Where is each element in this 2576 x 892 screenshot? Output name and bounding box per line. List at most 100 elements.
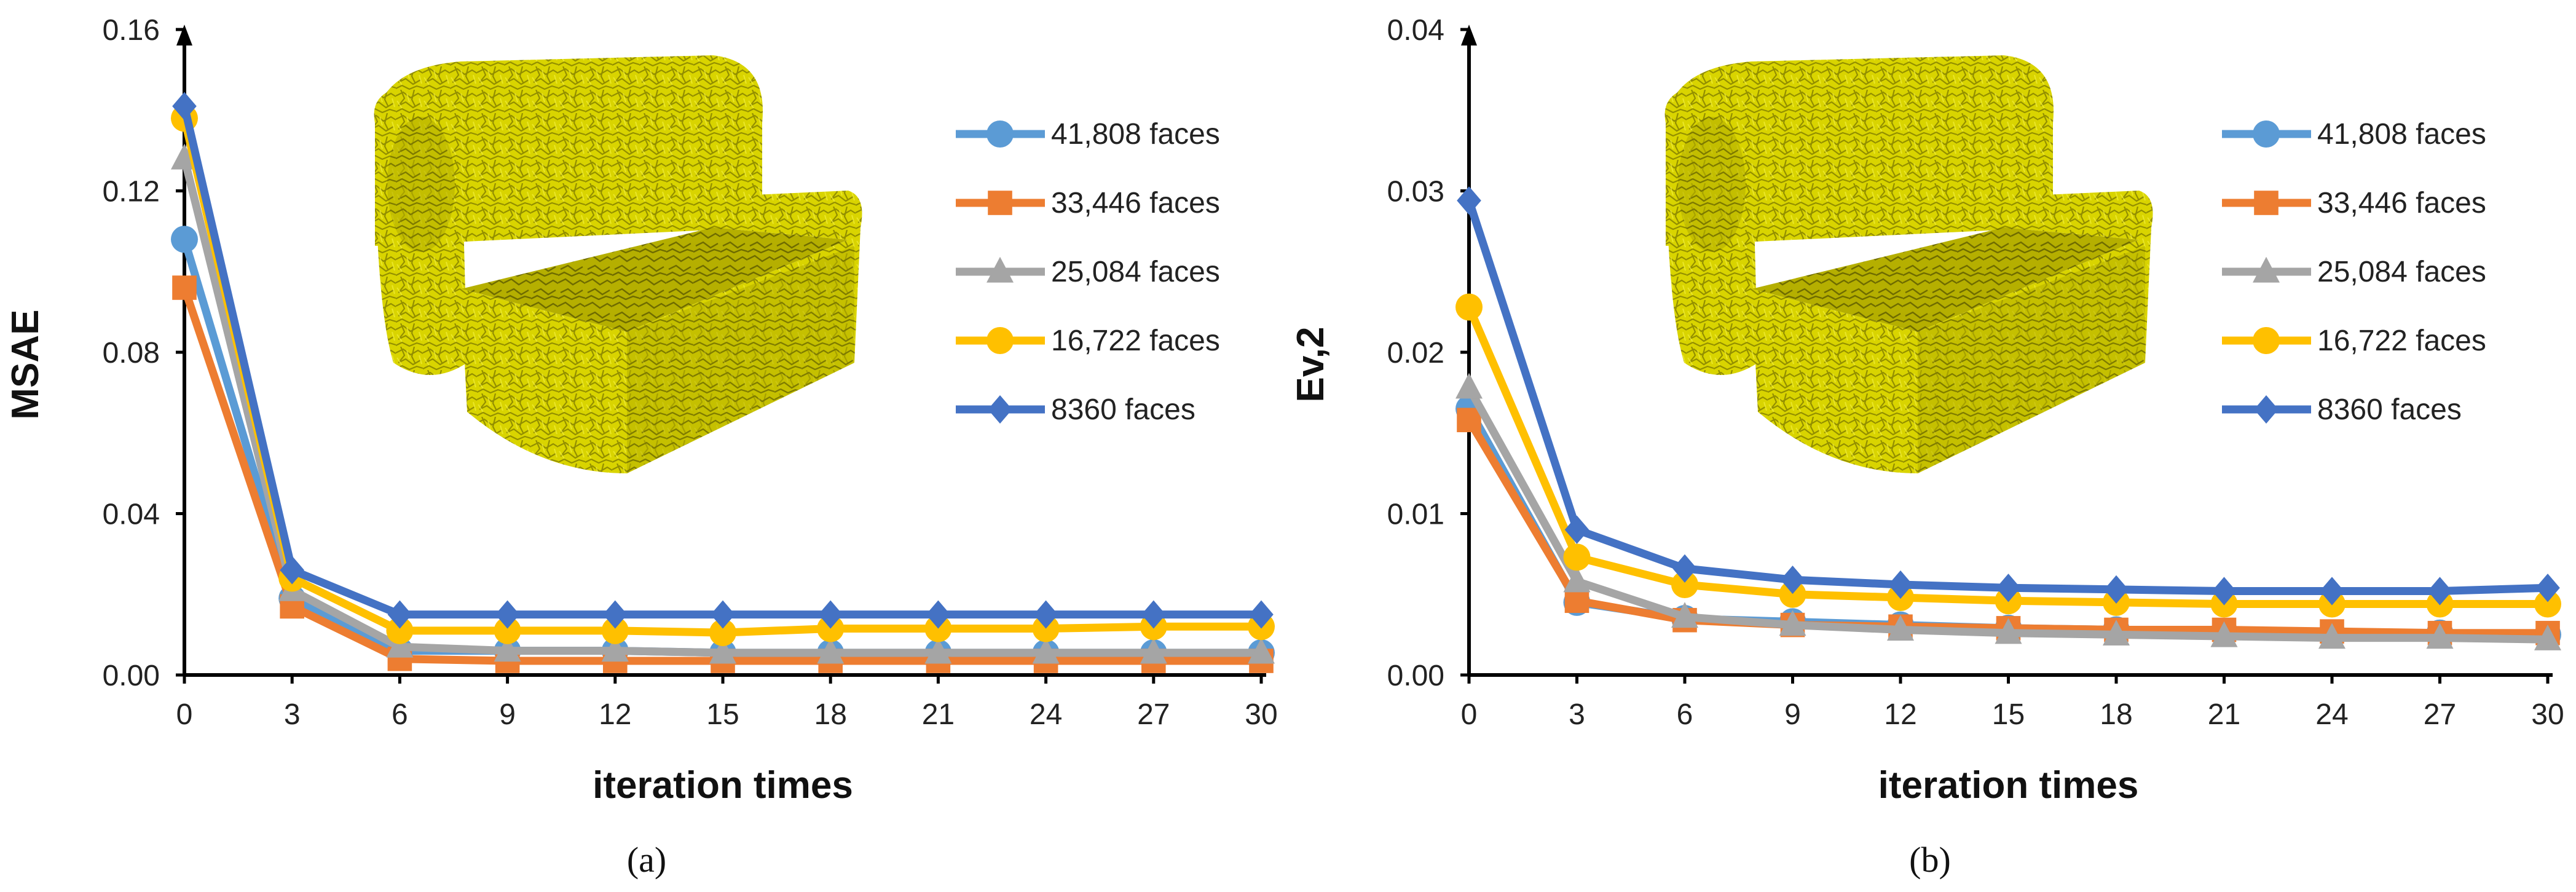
data-point	[1671, 602, 1698, 628]
data-point	[1888, 570, 1913, 599]
legend-marker	[987, 120, 1014, 148]
data-point	[924, 637, 952, 664]
x-tick-label: 21	[922, 698, 955, 731]
data-point	[172, 92, 197, 120]
legend-label: 25,084 faces	[2317, 256, 2486, 288]
x-tick-label: 9	[1784, 698, 1801, 731]
series-4	[1457, 186, 2560, 606]
legend-marker	[2253, 327, 2280, 354]
data-point	[2103, 620, 2130, 645]
data-point	[495, 600, 520, 629]
data-point	[2427, 577, 2452, 606]
data-point	[1563, 543, 1591, 571]
y-tick-label: 0.16	[103, 14, 160, 47]
x-tick-label: 27	[1137, 698, 1170, 731]
legend-label: 33,446 faces	[2317, 187, 2486, 219]
data-point	[171, 226, 198, 253]
x-tick-label: 12	[599, 698, 631, 731]
y-tick-label: 0.08	[103, 337, 160, 369]
y-tick-label: 0.04	[1387, 14, 1444, 47]
data-point	[2212, 577, 2237, 606]
legend-label: 8360 faces	[1051, 393, 1195, 426]
x-tick-label: 6	[1677, 698, 1693, 731]
x-tick-label: 9	[499, 698, 516, 731]
data-point	[1457, 186, 1481, 215]
data-point	[1779, 580, 1806, 608]
data-point	[709, 637, 736, 664]
data-point	[2534, 625, 2561, 650]
x-tick-label: 24	[1030, 698, 1062, 731]
x-tick-label: 6	[392, 698, 408, 731]
y-axis-arrow	[1461, 25, 1477, 45]
x-tick-label: 0	[1461, 698, 1478, 731]
legend: 41,808 faces 33,446 faces 25,084 faces 16,7…	[2222, 118, 2486, 426]
data-point	[603, 600, 628, 629]
x-tick-label: 15	[1992, 698, 2025, 731]
x-tick-label: 30	[2531, 698, 2564, 731]
data-point	[1995, 618, 2022, 644]
legend-marker	[988, 191, 1012, 215]
chart-panel-b: 0.00 0.01 0.02 0.03 0.04 0 3 6 9 12 15 18 21 24 27 30 it…	[1290, 14, 2564, 880]
y-tick-label: 0.03	[1387, 176, 1444, 208]
data-point	[494, 636, 521, 662]
chart-panel-a: 0.00 0.04 0.08 0.12 0.16 0 3 6 9 12 15 18 21 24 27 30 it…	[4, 14, 1278, 880]
data-point	[926, 600, 951, 629]
data-point	[2318, 623, 2346, 649]
data-point	[1996, 574, 2021, 602]
data-point	[2534, 590, 2561, 618]
data-point	[2320, 577, 2344, 606]
data-point	[711, 600, 735, 629]
data-point	[1887, 615, 1914, 641]
legend-marker	[2254, 191, 2279, 215]
data-point	[1564, 588, 1589, 614]
data-point	[1457, 408, 1481, 433]
data-point	[601, 617, 629, 644]
legend-label: 8360 faces	[2317, 393, 2462, 426]
x-tick-label: 30	[1245, 698, 1277, 731]
x-axis-title: iteration times	[593, 764, 853, 807]
x-tick-label: 24	[2315, 698, 2348, 731]
data-point	[386, 617, 414, 644]
data-point	[817, 637, 845, 664]
legend-label: 16,722 faces	[2317, 325, 2486, 357]
x-tick-label: 15	[706, 698, 739, 731]
data-point	[601, 636, 629, 662]
data-point	[1780, 566, 1805, 594]
data-point	[387, 600, 412, 629]
legend-marker	[2253, 256, 2280, 283]
data-point	[1671, 571, 1698, 598]
y-tick-label: 0.00	[1387, 660, 1444, 692]
legend-marker	[2253, 120, 2280, 148]
data-point	[1248, 637, 1275, 664]
data-point	[2535, 574, 2560, 602]
data-point	[1779, 610, 1806, 636]
data-point	[2104, 575, 2129, 604]
y-tick-label: 0.12	[103, 176, 160, 208]
x-tick-label: 18	[814, 698, 847, 731]
legend-marker	[2254, 395, 2279, 424]
x-tick-label: 18	[2100, 698, 2132, 731]
sofa-mesh-image	[374, 55, 862, 473]
legend: 41,808 faces 33,446 faces 25,084 faces 16,7…	[956, 118, 1220, 426]
data-point	[1033, 600, 1058, 629]
y-axis-arrow	[176, 25, 192, 45]
data-point	[1563, 566, 1591, 593]
data-point	[1455, 373, 1483, 399]
series-3	[171, 105, 1275, 647]
data-point	[2426, 623, 2454, 649]
x-tick-label: 12	[1884, 698, 1916, 731]
data-point	[1672, 554, 1697, 583]
y-axis-title: MSAE	[4, 309, 47, 419]
data-point	[172, 275, 197, 300]
legend-label: 16,722 faces	[1051, 325, 1220, 357]
x-tick-label: 3	[1569, 698, 1585, 731]
data-point	[494, 617, 521, 644]
data-point	[1141, 600, 1166, 629]
data-point	[818, 600, 843, 629]
data-point	[709, 619, 736, 647]
legend-label: 41,808 faces	[1051, 118, 1220, 151]
data-point	[386, 631, 414, 658]
series-2	[171, 143, 1275, 664]
data-point	[1032, 637, 1060, 664]
